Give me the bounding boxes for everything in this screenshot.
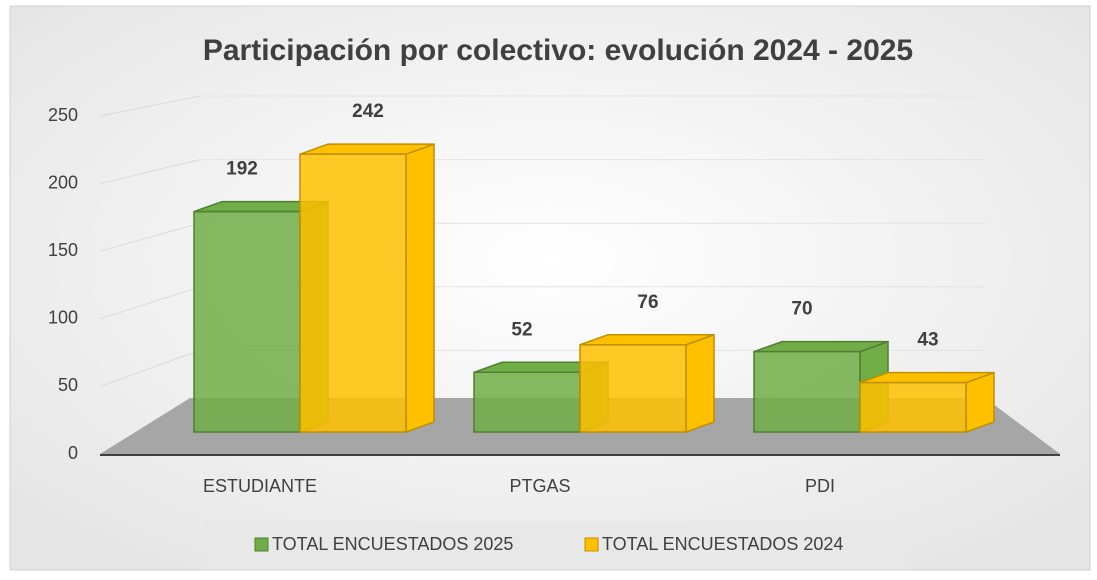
x-tick-label: PDI [805,476,835,496]
bar-side [405,143,435,434]
grid-line [99,95,201,117]
y-tick-label: 250 [48,105,78,125]
grid-line [99,286,201,320]
x-tick-label: ESTUDIANTE [203,476,317,496]
grid-line [99,159,201,185]
bar-front [753,350,861,433]
data-label: 70 [791,299,812,320]
y-tick-label: 0 [68,443,78,463]
legend-swatch [254,537,269,552]
bar-front [579,344,687,433]
chart-title: Participación por colectivo: evolución 2… [203,34,913,67]
bar-side [685,333,715,434]
bar [859,371,995,434]
y-tick-label: 200 [48,172,78,192]
y-tick-label: 100 [48,308,78,328]
bar [579,333,715,434]
legend [205,521,910,569]
chart-area [9,5,1091,571]
x-tick-label: PTGAS [509,476,570,496]
y-tick-label: 150 [48,240,78,260]
legend-label: TOTAL ENCUESTADOS 2025 [272,534,513,554]
data-label: 43 [917,330,938,351]
data-label: 192 [226,159,258,180]
bar-front [473,371,581,433]
bar [299,143,435,434]
data-label: 52 [511,319,532,340]
bar-front [299,153,407,433]
bar-front [859,381,967,433]
bar-front [193,210,301,433]
grid-line [99,349,201,387]
y-tick-label: 50 [58,375,78,395]
grid-line [99,222,201,252]
data-label: 76 [637,292,658,313]
legend-label: TOTAL ENCUESTADOS 2024 [602,534,843,554]
legend-swatch [584,537,599,552]
data-label: 242 [352,101,384,122]
